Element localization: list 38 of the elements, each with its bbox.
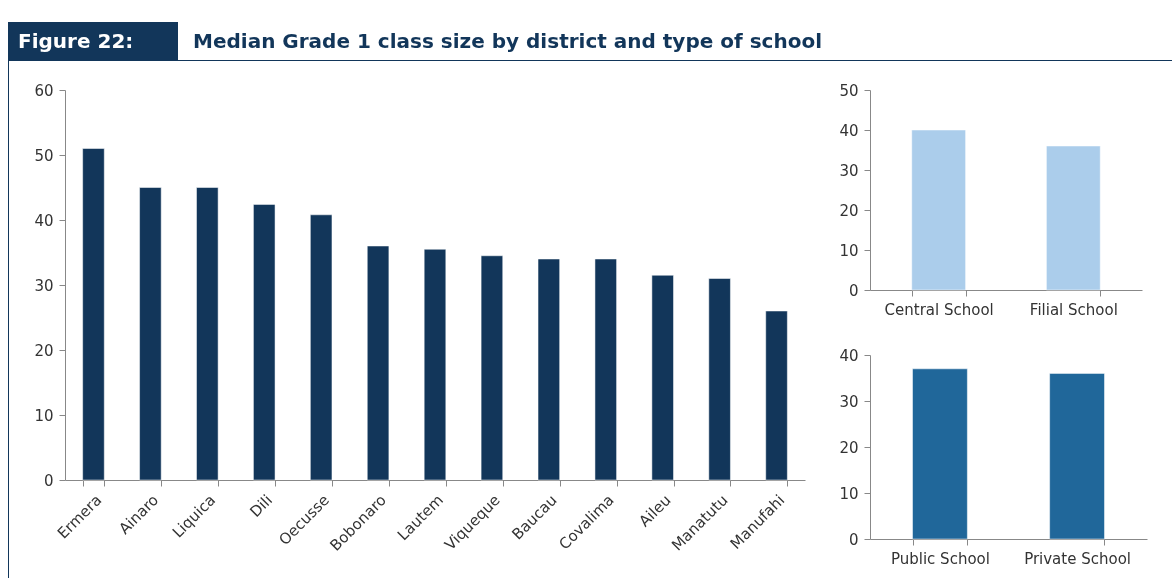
x-tick-label: Public School [890, 549, 990, 568]
y-tick-label: 0 [848, 530, 859, 549]
y-tick-label: 0 [43, 471, 54, 490]
y-tick-label: 40 [839, 121, 859, 140]
bar [139, 187, 162, 481]
bar [253, 204, 276, 481]
bar [367, 245, 390, 481]
bar [310, 214, 333, 481]
bar [537, 258, 560, 481]
y-tick-label: 40 [34, 211, 54, 230]
y-tick-label: 10 [839, 241, 859, 260]
y-tick-label: 50 [839, 81, 859, 100]
chart-title: Figure 22: [8, 22, 178, 60]
y-tick-label: 20 [839, 201, 859, 220]
y-tick-label: 50 [34, 146, 54, 165]
chart-subtitle: Median Grade 1 class size by district and type of school [193, 28, 822, 55]
x-tick-label: Filial School [1029, 300, 1118, 319]
y-tick-label: 20 [34, 341, 54, 360]
bar [480, 255, 503, 481]
y-tick-label: 40 [839, 346, 859, 365]
bar [708, 278, 731, 481]
y-tick-label: 60 [34, 81, 54, 100]
bar [196, 187, 219, 481]
y-tick-label: 0 [848, 281, 859, 300]
y-tick-label: 10 [34, 406, 54, 425]
bar [423, 249, 447, 481]
y-tick-label: 30 [839, 392, 859, 411]
y-tick-label: 30 [34, 276, 54, 295]
bar [82, 148, 105, 481]
x-tick-label: Private School [1024, 549, 1131, 568]
x-tick-label: Central School [884, 300, 994, 319]
y-tick-label: 20 [839, 438, 859, 457]
bar [651, 275, 674, 481]
y-tick-label: 10 [839, 484, 859, 503]
x-tick-label: Dili [246, 491, 277, 521]
bar [765, 310, 788, 481]
y-tick-label: 30 [839, 161, 859, 180]
bar [594, 258, 617, 481]
